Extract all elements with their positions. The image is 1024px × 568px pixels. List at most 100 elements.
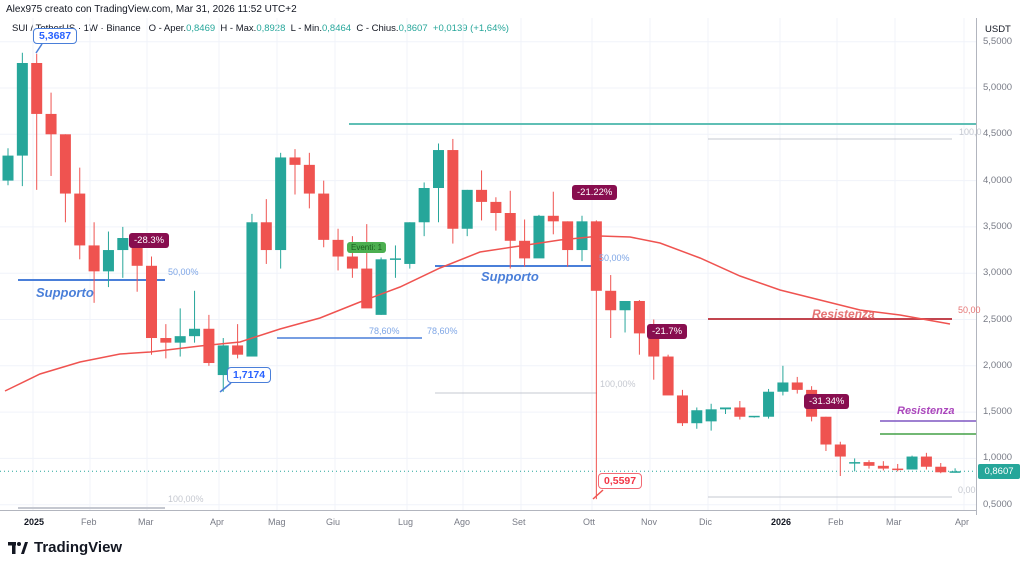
- candle-body: [892, 468, 904, 471]
- candle-body: [246, 222, 258, 357]
- price-tick: 3,0000: [983, 267, 1013, 279]
- candle-body: [763, 391, 775, 417]
- time-tick: Nov: [641, 517, 658, 527]
- low-price-callout-1[interactable]: 1,7174: [227, 367, 272, 383]
- candle-body: [31, 62, 43, 114]
- percent-badge-2[interactable]: -21.22%: [572, 185, 618, 200]
- high-value: 0,8928: [256, 23, 286, 34]
- candle-body: [404, 222, 416, 264]
- candle-body: [146, 265, 157, 339]
- candle-body: [88, 245, 100, 272]
- candle-body: [676, 395, 688, 424]
- candle-body: [361, 268, 373, 309]
- candle-body: [820, 416, 832, 445]
- candle-body: [734, 407, 746, 417]
- candle-body: [691, 410, 703, 424]
- tradingview-logo-icon: [8, 541, 28, 554]
- candlestick-chart[interactable]: [0, 0, 976, 510]
- candle-body: [59, 134, 71, 194]
- tradingview-logo[interactable]: TradingView: [8, 539, 122, 556]
- candle-body: [935, 466, 947, 473]
- candle-body: [605, 290, 617, 311]
- candle-body: [217, 345, 229, 376]
- moving-average-line: [4, 235, 951, 392]
- candle-body: [2, 155, 14, 181]
- time-tick: Apr: [955, 517, 970, 527]
- candle-body: [633, 300, 645, 334]
- time-tick: Ago: [454, 517, 471, 527]
- candle-body: [920, 456, 932, 467]
- candle-body: [74, 193, 86, 246]
- time-tick: Set: [512, 517, 526, 527]
- candle-body: [519, 240, 531, 259]
- price-tick: 5,5000: [983, 35, 1013, 47]
- fib-label-100-c: 100,0: [959, 127, 982, 137]
- resistance-label-2: Resistenza: [897, 405, 955, 417]
- low-price-callout-2[interactable]: 0,5597: [598, 473, 643, 489]
- symbol-name[interactable]: SUI / TetherUS · 1W · Binance: [12, 23, 141, 34]
- candle-body: [289, 157, 301, 165]
- percent-badge-1[interactable]: -28.3%: [129, 233, 170, 248]
- candle-body: [174, 336, 186, 343]
- candle-body: [619, 300, 631, 311]
- candle-body: [504, 213, 516, 241]
- fib-label-100-a: 100,00%: [168, 494, 204, 504]
- percent-badge-4[interactable]: -31.34%: [804, 394, 850, 409]
- candle-body: [260, 222, 272, 251]
- candle-body: [303, 164, 315, 194]
- fib-label-50-c: 50,00: [958, 305, 981, 315]
- low-value: 0,8464: [321, 23, 352, 34]
- high-price-callout[interactable]: 5,3687: [33, 28, 78, 44]
- support-label-2: Supporto: [481, 269, 539, 284]
- price-tick: 2,0000: [983, 359, 1013, 371]
- candle-body: [849, 462, 861, 464]
- candle-body: [117, 238, 129, 251]
- candle-body: [160, 338, 172, 343]
- time-tick: Apr: [210, 517, 225, 527]
- candle-body: [232, 345, 244, 355]
- candle-body: [189, 328, 201, 337]
- time-tick: Giu: [326, 517, 341, 527]
- price-axis[interactable]: [976, 18, 1024, 515]
- time-tick: 2026: [771, 517, 792, 527]
- candle-body: [433, 150, 444, 189]
- candle-body: [863, 462, 875, 466]
- price-tick: 1,0000: [983, 452, 1013, 464]
- time-tick: Feb: [828, 517, 844, 527]
- candle-body: [748, 415, 760, 418]
- candle-body: [375, 259, 387, 315]
- price-tick: 2,5000: [983, 313, 1013, 325]
- percent-badge-3[interactable]: -21.7%: [647, 324, 688, 339]
- fib-label-0-c: 0,00: [958, 485, 976, 495]
- time-tick: Mar: [886, 517, 902, 527]
- candle-body: [877, 465, 889, 469]
- last-price-label: 0,8607: [978, 464, 1020, 480]
- time-axis[interactable]: [0, 510, 976, 533]
- time-tick: Mar: [138, 517, 154, 527]
- candle-body: [389, 258, 401, 260]
- time-tick: Mag: [268, 517, 286, 527]
- candle-body: [131, 238, 143, 266]
- candle-body: [203, 328, 215, 364]
- candle-body: [346, 256, 358, 269]
- author-line: Alex975 creato con TradingView.com, Mar …: [6, 4, 297, 15]
- price-tick: 4,5000: [983, 128, 1013, 140]
- time-tick: Dic: [699, 517, 712, 527]
- close-label: C - Chius.: [356, 23, 399, 34]
- candle-body: [461, 189, 473, 229]
- candle-body: [476, 189, 488, 202]
- price-axis-unit: USDT: [985, 24, 1011, 35]
- candle-body: [16, 62, 28, 156]
- candle-body: [590, 221, 602, 291]
- candle-body: [533, 215, 545, 259]
- resistance-label-1: Resistenza: [812, 307, 875, 321]
- fib-label-786-a: 78,60%: [369, 326, 400, 336]
- candle-body: [418, 188, 430, 223]
- time-tick: Feb: [81, 517, 97, 527]
- open-value: 0,8469: [186, 23, 216, 34]
- candle-body: [834, 444, 846, 457]
- low-label: L - Min.: [290, 23, 322, 34]
- close-value: 0,8607: [398, 23, 428, 34]
- open-label: O - Aper.: [148, 23, 187, 34]
- events-badge[interactable]: Eventi: 1: [347, 242, 387, 253]
